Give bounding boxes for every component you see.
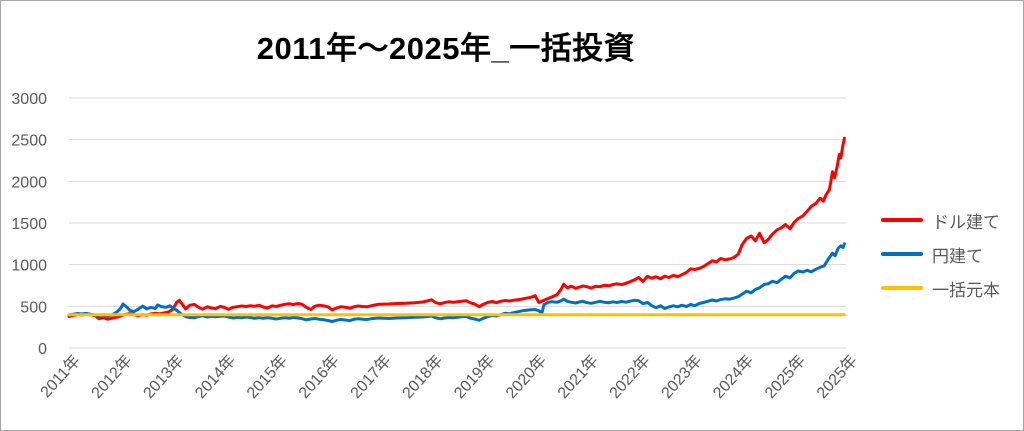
legend: ドル建て 円建て 一括元本 [881, 203, 1000, 305]
legend-line-swatch-yellow [881, 286, 923, 290]
series-line-1 [67, 242, 846, 323]
legend-label-yen: 円建て [932, 246, 983, 266]
x-tick-label: 2021年 [554, 352, 602, 402]
y-tick-label: 500 [20, 299, 47, 316]
x-tick-label: 2020年 [502, 352, 550, 402]
x-tick-label: 2014年 [191, 352, 239, 402]
chart-title: 2011年～2025年_一括投資 [256, 31, 636, 66]
x-tick-label: 2024年 [709, 352, 757, 402]
legend-item-yen: 円建て [881, 237, 1000, 271]
x-tick-label: 2016年 [295, 352, 343, 402]
legend-label-dollar: ドル建て [932, 212, 1000, 232]
x-tick-label: 2025年 [761, 352, 809, 402]
legend-line-swatch-blue [881, 252, 923, 256]
y-tick-label: 3000 [11, 91, 47, 108]
legend-line-swatch-red [881, 218, 923, 222]
x-tick-label: 2018年 [399, 352, 447, 402]
legend-item-principal: 一括元本 [881, 271, 1000, 305]
x-tick-label: 2011年 [37, 352, 84, 402]
y-tick-label: 0 [38, 341, 47, 358]
y-tick-label: 1500 [11, 216, 47, 233]
x-tick-label: 2023年 [658, 352, 706, 402]
x-tick-label: 2022年 [606, 352, 654, 402]
x-tick-label: 2013年 [140, 352, 188, 402]
series-line-0 [67, 136, 846, 321]
x-tick-label: 2019年 [450, 352, 498, 402]
y-tick-label: 2500 [11, 133, 47, 150]
y-tick-label: 1000 [11, 258, 47, 275]
legend-item-dollar: ドル建て [881, 203, 1000, 237]
x-tick-label: 2017年 [347, 352, 395, 402]
y-tick-label: 2000 [11, 174, 47, 191]
legend-label-principal: 一括元本 [932, 280, 1000, 300]
x-tick-label: 2015年 [243, 352, 291, 402]
x-tick-label: 2012年 [88, 352, 136, 402]
x-tick-label: 2025年 [813, 352, 861, 402]
